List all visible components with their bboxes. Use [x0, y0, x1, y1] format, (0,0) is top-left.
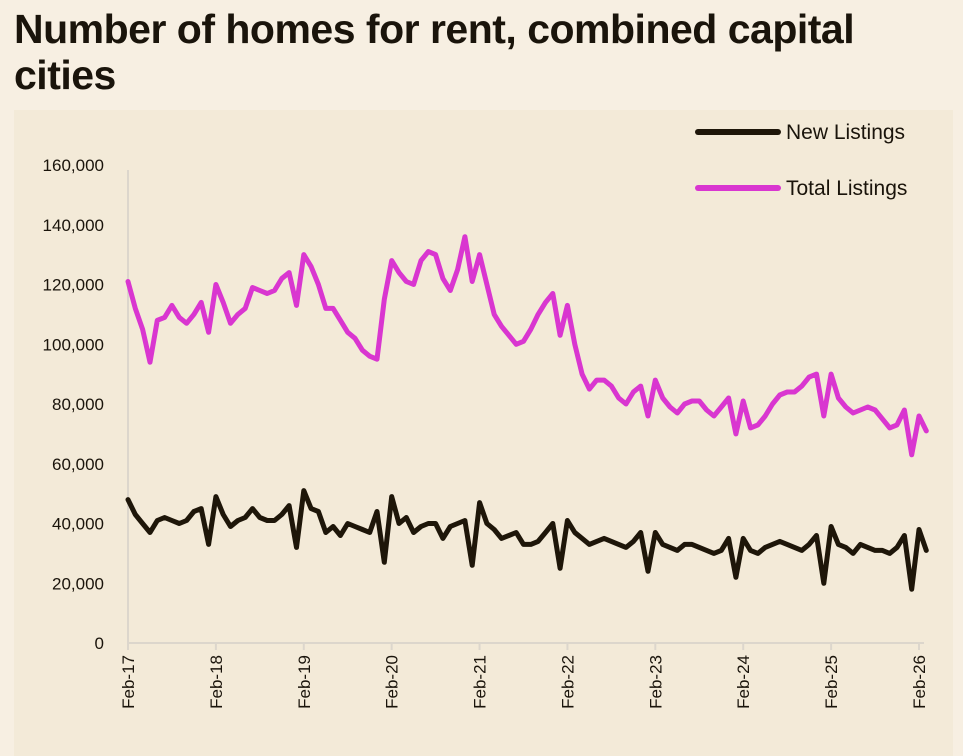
y-tick-label: 160,000 [43, 156, 104, 175]
x-tick-label: Feb-20 [383, 655, 402, 709]
legend-label: New Listings [786, 121, 905, 144]
x-tick-label: Feb-21 [471, 655, 490, 709]
y-tick-label: 0 [95, 634, 104, 653]
x-tick-label: Feb-26 [910, 655, 929, 709]
y-tick-label: 140,000 [43, 216, 104, 235]
series-line-total-listings [125, 234, 929, 458]
chart-title: Number of homes for rent, combined capit… [14, 6, 855, 98]
x-tick-label: Feb-18 [207, 655, 226, 709]
series-line-new-listings [125, 488, 929, 592]
x-tick-label: Feb-24 [734, 655, 753, 709]
x-tick-label: Feb-22 [558, 655, 577, 709]
y-tick-label: 20,000 [52, 574, 104, 593]
legend-label: Total Listings [786, 177, 907, 200]
chart-panel [14, 110, 953, 756]
x-tick-label: Feb-23 [646, 655, 665, 709]
y-tick-label: 60,000 [52, 455, 104, 474]
y-tick-label: 40,000 [52, 515, 104, 534]
y-tick-label: 120,000 [43, 276, 104, 295]
x-tick-label: Feb-19 [295, 655, 314, 709]
x-tick-label: Feb-25 [822, 655, 841, 709]
y-tick-label: 100,000 [43, 335, 104, 354]
y-tick-label: 80,000 [52, 395, 104, 414]
x-tick-label: Feb-17 [119, 655, 138, 709]
